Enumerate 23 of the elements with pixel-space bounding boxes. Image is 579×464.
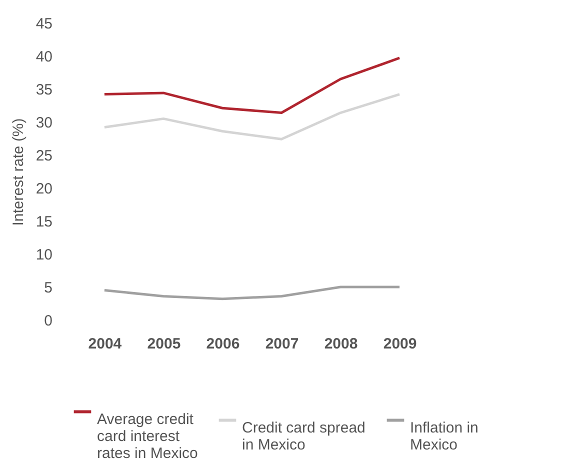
y-tick-label: 30 [36,114,52,132]
y-tick-label: 40 [36,48,52,66]
x-tick-label: 2008 [324,336,358,352]
x-tick-label: 2006 [206,336,240,352]
x-tick-label: 2009 [383,336,417,352]
legend-label: Credit card spread in Mexico [242,419,366,454]
y-tick-label: 15 [36,214,52,230]
x-tick-label: 2007 [265,336,299,352]
y-tick-label: 20 [36,180,52,198]
legend-label: Inflation in Mexico [410,419,478,454]
y-tick-label: 10 [36,246,52,264]
legend-label: Average credit card interest rates in Mexico [97,410,198,462]
y-tick-label: 25 [36,148,52,164]
line-series [103,56,401,114]
x-tick-label: 2005 [147,336,181,352]
y-tick-label: 45 [36,16,52,32]
y-tick-label: 0 [44,312,52,330]
y-axis-title: Interest rate (%) [10,118,27,226]
line-series [103,93,401,140]
y-tick-label: 35 [36,82,52,98]
y-tick-label: 5 [44,280,52,296]
line-series [103,286,401,300]
x-tick-label: 2004 [88,336,122,352]
